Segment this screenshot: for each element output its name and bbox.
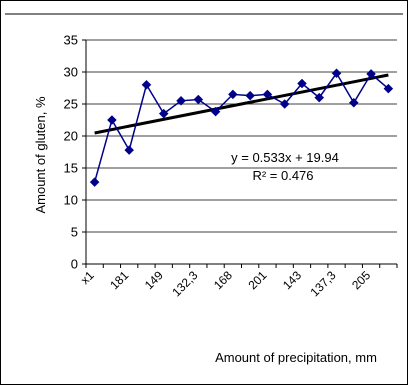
series-markers: [89, 68, 394, 187]
y-tick-label: 5: [71, 225, 78, 240]
data-point: [107, 115, 117, 125]
data-point: [210, 106, 221, 117]
data-point: [383, 83, 394, 94]
data-point: [331, 68, 342, 79]
x-axis-title: Amount of precipitation, mm: [215, 350, 377, 365]
data-point: [124, 145, 135, 155]
y-tick-label: 10: [64, 193, 78, 208]
data-point: [176, 95, 186, 106]
data-point: [158, 108, 169, 119]
gridlines: [82, 39, 398, 268]
y-tick-label: 35: [64, 33, 78, 48]
data-point: [297, 78, 307, 89]
data-point: [262, 89, 273, 100]
data-point: [141, 79, 152, 90]
data-point: [348, 97, 359, 108]
data-point: [193, 94, 204, 105]
data-point: [228, 89, 238, 100]
y-tick-label: 0: [71, 257, 78, 272]
trend-r-squared: R² = 0.476: [252, 168, 313, 183]
data-point: [89, 177, 100, 187]
y-tick-label: 30: [64, 65, 78, 80]
data-point: [279, 99, 290, 109]
data-point: [366, 69, 376, 79]
trend-equation: y = 0.533x + 19.94: [231, 150, 339, 165]
trendline: [94, 73, 389, 135]
y-axis-title: Amount of gluten, %: [33, 96, 48, 214]
data-point: [314, 92, 325, 103]
y-axis-tick-labels: 0 5 10 15 20 25 30 35: [64, 33, 78, 272]
y-tick-label: 15: [64, 161, 78, 176]
y-tick-label: 20: [64, 129, 78, 144]
series-line: [93, 71, 389, 183]
data-point: [245, 90, 255, 101]
y-tick-label: 25: [64, 97, 78, 112]
